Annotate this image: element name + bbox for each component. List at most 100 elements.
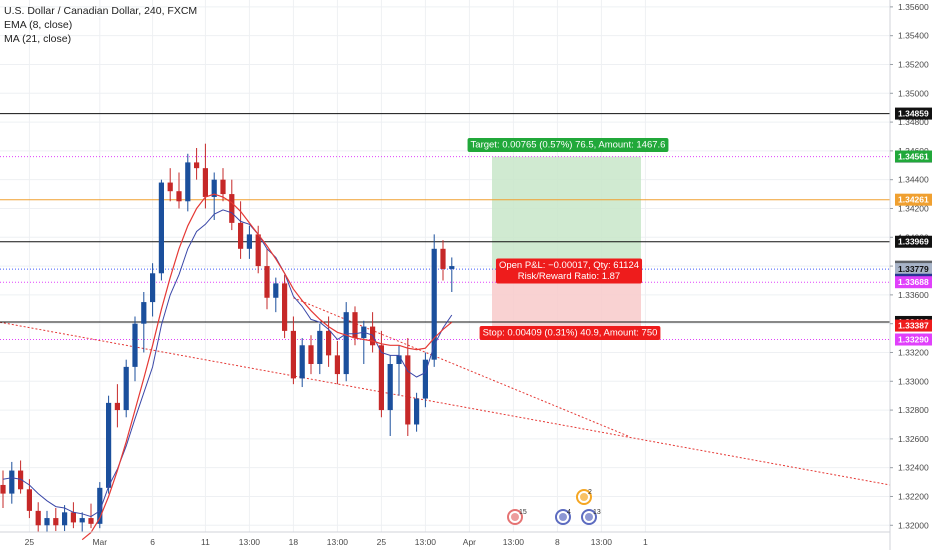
- candle-body: [246, 234, 252, 249]
- time-tick-label: 13:00: [239, 537, 261, 547]
- price-tag-bg: [895, 150, 932, 163]
- stop-label-text: Stop: 0.00409 (0.31%) 40.9, Amount: 750: [483, 328, 658, 339]
- candle-body: [70, 512, 76, 523]
- ma-indicator-label[interactable]: MA (21, close): [4, 33, 72, 45]
- open-pnl-bg: [495, 258, 643, 284]
- candle-body: [123, 366, 129, 411]
- time-tick-label: 13:00: [503, 537, 525, 547]
- price-tick-label: 1.32200: [898, 491, 929, 501]
- price-tick-label: 1.33200: [898, 347, 929, 357]
- candle-body: [106, 402, 112, 488]
- open-pnl-label[interactable]: Open P&L: −0.00017, Qty: 61124Risk/Rewar…: [495, 258, 643, 284]
- candle-body: [62, 512, 68, 526]
- candle-body: [273, 283, 279, 298]
- price-tick-label: 1.32400: [898, 463, 929, 473]
- price-tick-label: 1.34400: [898, 175, 929, 185]
- price-tag-magenta[interactable]: 1.33688: [898, 277, 929, 287]
- price-tick-label: 1.35600: [898, 2, 929, 12]
- price-tag-bg: [895, 107, 932, 120]
- candle-body: [343, 312, 349, 375]
- price-tick-label: 1.32600: [898, 434, 929, 444]
- candle-body: [334, 355, 340, 375]
- candle-body: [167, 182, 173, 192]
- time-tick-label: 13:00: [415, 537, 437, 547]
- price-tag-bluegrey[interactable]: 1.33779: [898, 264, 929, 274]
- candle-body: [299, 345, 305, 379]
- price-tag-bg: [895, 235, 932, 248]
- time-tick-label: Mar: [92, 537, 107, 547]
- candle-body: [422, 359, 428, 399]
- candle-body: [396, 355, 402, 364]
- candle-body: [440, 248, 446, 269]
- price-tag-black[interactable]: 1.33969: [898, 237, 929, 247]
- ema-indicator-label[interactable]: EMA (8, close): [4, 19, 73, 31]
- candle-body: [26, 489, 32, 511]
- time-tick-label: 6: [150, 537, 155, 547]
- candle-body: [185, 162, 191, 202]
- stop-label[interactable]: Stop: 0.00409 (0.31%) 40.9, Amount: 750: [479, 326, 661, 340]
- candle-body: [220, 179, 226, 195]
- candle-body: [378, 345, 384, 411]
- stop-label-bg: [479, 326, 661, 340]
- price-tag-bg: [895, 193, 932, 206]
- candle-body: [229, 194, 235, 223]
- time-tick-label: 25: [25, 537, 35, 547]
- price-tick-label: 1.35200: [898, 59, 929, 69]
- target-label[interactable]: Target: 0.00765 (0.57%) 76.5, Amount: 14…: [467, 138, 669, 152]
- event-marker-cad-count: 2: [588, 489, 592, 496]
- candle-body: [35, 510, 41, 526]
- candle-body: [352, 312, 358, 339]
- candle-body: [431, 248, 437, 360]
- candle-body: [238, 222, 244, 249]
- price-tick-label: 1.32800: [898, 405, 929, 415]
- candle-body: [114, 402, 120, 411]
- candle-body: [79, 518, 85, 523]
- event-marker-cad-inner: [580, 493, 588, 501]
- ma-21-line[interactable]: [81, 193, 453, 541]
- event-marker-usd-1-inner: [511, 513, 519, 521]
- candle-body: [132, 323, 138, 367]
- candle-body: [9, 470, 15, 494]
- price-tick-label: 1.35000: [898, 88, 929, 98]
- risk-reward-text: Risk/Reward Ratio: 1.87: [518, 271, 620, 282]
- time-tick-label: 13:00: [591, 537, 613, 547]
- price-tag-green[interactable]: 1.34561: [898, 151, 929, 161]
- time-tick-label: 25: [377, 537, 387, 547]
- candle-body: [150, 273, 156, 303]
- price-tick-label: 1.33600: [898, 290, 929, 300]
- candle-body: [405, 355, 411, 425]
- candle-body: [97, 487, 103, 524]
- target-zone[interactable]: [492, 156, 641, 270]
- trendline-lower[interactable]: [0, 321, 891, 486]
- ema-8-line[interactable]: [2, 209, 453, 518]
- candle-body: [264, 266, 270, 298]
- candle-body: [194, 162, 200, 169]
- candle-body: [326, 330, 332, 356]
- candle-body: [211, 179, 217, 197]
- candle-body: [387, 364, 393, 411]
- time-tick-label: 1: [643, 537, 648, 547]
- symbol-title[interactable]: U.S. Dollar / Canadian Dollar, 240, FXCM: [4, 5, 198, 17]
- price-tick-label: 1.33000: [898, 376, 929, 386]
- price-tick-label: 1.35400: [898, 31, 929, 41]
- price-tick-label: 1.34200: [898, 203, 929, 213]
- price-tag-magenta[interactable]: 1.33290: [898, 335, 929, 345]
- candle-body: [414, 398, 420, 425]
- trendline-upper[interactable]: [293, 297, 629, 437]
- candle-body: [290, 330, 296, 379]
- candle-body: [88, 518, 94, 524]
- event-marker-usd-3-count: 13: [593, 509, 601, 516]
- candle-body: [18, 470, 24, 490]
- time-tick-label: 11: [201, 537, 210, 547]
- price-tag-orange[interactable]: 1.34261: [898, 195, 929, 205]
- time-tick-label: 13:00: [327, 537, 349, 547]
- target-label-text: Target: 0.00765 (0.57%) 76.5, Amount: 14…: [471, 140, 666, 151]
- price-tick-label: 1.32000: [898, 520, 929, 530]
- candle-body: [158, 182, 164, 274]
- price-tag-red[interactable]: 1.33387: [898, 321, 929, 331]
- candle-body: [44, 518, 50, 526]
- time-tick-label: 8: [555, 537, 560, 547]
- time-tick-label: Apr: [463, 537, 476, 547]
- price-tag-black[interactable]: 1.34859: [898, 109, 929, 119]
- candle-body: [141, 302, 147, 324]
